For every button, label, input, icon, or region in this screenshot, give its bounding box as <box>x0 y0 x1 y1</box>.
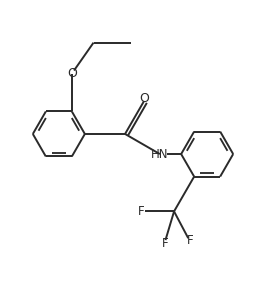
Text: O: O <box>139 92 149 105</box>
Text: F: F <box>138 205 144 218</box>
Text: F: F <box>162 237 169 250</box>
Text: F: F <box>187 234 194 247</box>
Text: HN: HN <box>151 148 169 160</box>
Text: O: O <box>67 67 77 80</box>
